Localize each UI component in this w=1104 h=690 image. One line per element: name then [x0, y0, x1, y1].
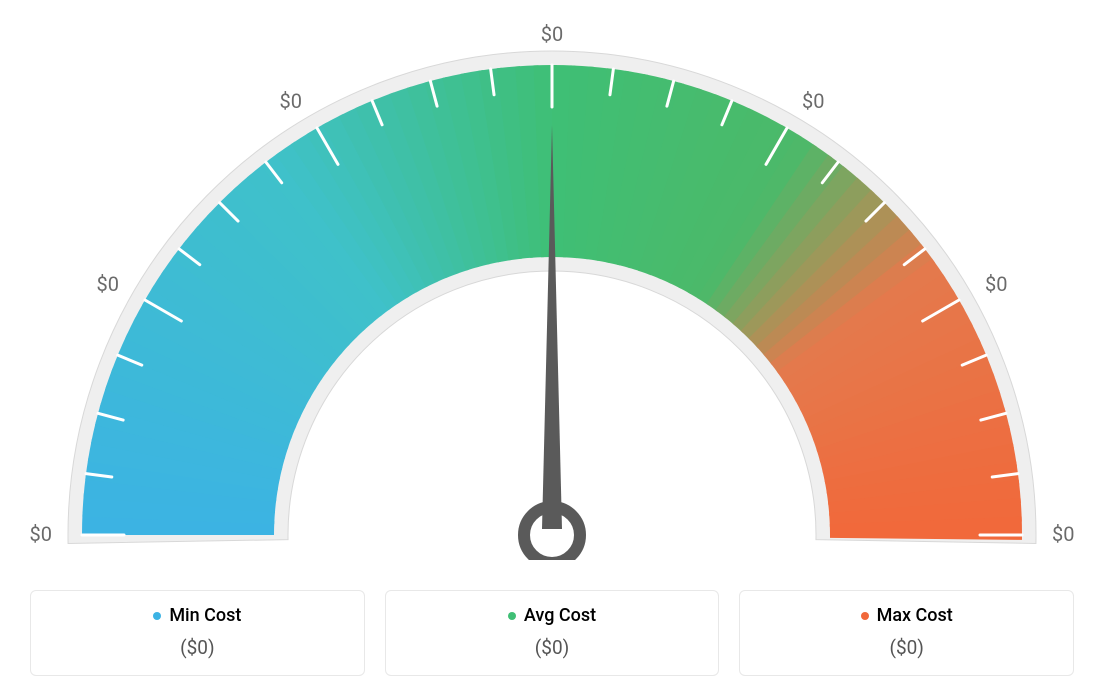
legend-card-min: Min Cost ($0)	[30, 590, 365, 677]
legend-value-max: ($0)	[750, 636, 1063, 659]
legend-dot-avg	[508, 612, 516, 620]
svg-text:$0: $0	[802, 89, 824, 113]
legend-label-min: Min Cost	[153, 605, 241, 626]
gauge-svg: $0 $0 $0 $0 $0 $0 $0	[0, 0, 1104, 560]
legend-card-avg: Avg Cost ($0)	[385, 590, 720, 677]
svg-text:$0: $0	[541, 22, 563, 46]
legend-dot-min	[153, 612, 161, 620]
svg-text:$0: $0	[1052, 522, 1074, 546]
legend-label-max: Max Cost	[861, 605, 953, 626]
legend-text-min: Min Cost	[169, 605, 241, 626]
legend-row: Min Cost ($0) Avg Cost ($0) Max Cost ($0…	[30, 590, 1074, 677]
svg-text:$0: $0	[280, 89, 302, 113]
svg-text:$0: $0	[97, 272, 119, 296]
legend-value-min: ($0)	[41, 636, 354, 659]
legend-card-max: Max Cost ($0)	[739, 590, 1074, 677]
legend-text-max: Max Cost	[877, 605, 953, 626]
legend-label-avg: Avg Cost	[508, 605, 596, 626]
gauge-chart: $0 $0 $0 $0 $0 $0 $0	[0, 0, 1104, 560]
svg-text:$0: $0	[30, 522, 52, 546]
legend-dot-max	[861, 612, 869, 620]
svg-text:$0: $0	[985, 272, 1007, 296]
legend-value-avg: ($0)	[396, 636, 709, 659]
legend-text-avg: Avg Cost	[524, 605, 596, 626]
